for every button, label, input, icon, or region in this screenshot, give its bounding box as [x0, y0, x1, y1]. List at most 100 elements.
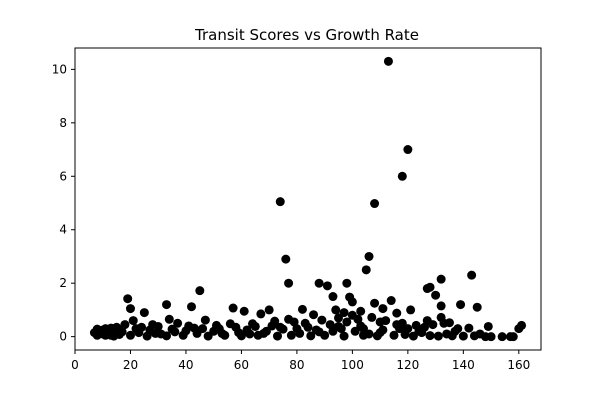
- data-point: [231, 322, 241, 332]
- data-point: [453, 324, 463, 334]
- data-point: [187, 302, 196, 312]
- data-point: [142, 331, 152, 341]
- data-point: [317, 315, 327, 325]
- plot-frame: [74, 47, 542, 351]
- data-point: [447, 331, 457, 341]
- data-point: [403, 145, 413, 155]
- data-point: [306, 331, 316, 341]
- data-point: [428, 320, 438, 330]
- data-point: [356, 306, 366, 316]
- data-point: [267, 321, 277, 331]
- y-tick-label: 2: [59, 276, 67, 290]
- data-point: [375, 328, 385, 338]
- data-point: [120, 320, 130, 330]
- data-point: [275, 197, 285, 207]
- x-tick-label: 60: [234, 358, 249, 372]
- data-point: [281, 254, 291, 264]
- data-point: [125, 330, 135, 340]
- data-point: [297, 304, 307, 314]
- data-point: [364, 251, 374, 261]
- data-point: [458, 331, 468, 341]
- data-point: [139, 308, 149, 318]
- x-tick-label: 80: [289, 358, 304, 372]
- data-point: [370, 298, 380, 308]
- x-tick-label: 20: [123, 358, 138, 372]
- x-tick-label: 140: [452, 358, 475, 372]
- data-point: [275, 322, 285, 332]
- data-point: [259, 328, 269, 338]
- data-point: [150, 328, 160, 338]
- data-point: [361, 265, 371, 275]
- data-point: [353, 314, 363, 324]
- x-tick-label: 120: [396, 358, 419, 372]
- x-tick-label: 40: [178, 358, 193, 372]
- data-point: [514, 324, 524, 334]
- data-point: [334, 321, 344, 331]
- y-tick-label: 8: [59, 116, 67, 130]
- data-point: [189, 323, 199, 333]
- data-point: [483, 321, 493, 331]
- x-tick-label: 0: [71, 358, 79, 372]
- y-axis: 0 2 4 6 8 10: [52, 62, 75, 344]
- x-tick-label: 100: [341, 358, 364, 372]
- data-point: [248, 319, 258, 329]
- data-point: [173, 318, 183, 328]
- data-point: [311, 325, 321, 335]
- data-point: [292, 324, 302, 334]
- data-point: [370, 199, 380, 209]
- x-tick-label: 160: [507, 358, 530, 372]
- data-point: [256, 309, 266, 319]
- data-point: [239, 306, 249, 316]
- data-point: [164, 314, 174, 324]
- data-point: [389, 330, 399, 340]
- data-point: [162, 300, 172, 310]
- data-point: [383, 56, 393, 66]
- data-point: [431, 290, 441, 300]
- data-point: [272, 331, 282, 341]
- data-point: [358, 324, 368, 334]
- data-point: [342, 317, 352, 327]
- data-point: [309, 310, 319, 320]
- data-point: [425, 331, 435, 341]
- data-point: [350, 326, 360, 336]
- data-point: [137, 322, 147, 332]
- data-point: [123, 294, 133, 304]
- data-point: [386, 296, 396, 306]
- data-point: [300, 318, 310, 328]
- data-point: [322, 281, 332, 291]
- data-point: [148, 320, 158, 330]
- x-axis: 0 20 40 60 80 100 120 140 160: [71, 350, 530, 372]
- data-point: [486, 332, 496, 342]
- data-point: [128, 316, 138, 326]
- data-point: [456, 300, 466, 310]
- y-tick-label: 10: [52, 62, 67, 76]
- data-point: [264, 305, 274, 315]
- data-point: [358, 330, 368, 340]
- data-point: [328, 292, 338, 302]
- data-point: [198, 324, 208, 334]
- data-point: [200, 315, 210, 325]
- data-point: [114, 325, 124, 335]
- data-point: [331, 305, 341, 315]
- data-point: [381, 316, 391, 326]
- data-point: [284, 314, 294, 324]
- data-point: [439, 318, 449, 328]
- data-point: [392, 308, 402, 318]
- data-point: [378, 304, 388, 314]
- data-point: [339, 331, 349, 341]
- data-point: [406, 305, 416, 315]
- data-point: [436, 274, 446, 284]
- data-point: [125, 304, 135, 314]
- data-point: [436, 301, 446, 311]
- data-point: [467, 270, 477, 280]
- data-point: [236, 331, 246, 341]
- y-tick-label: 0: [59, 330, 67, 344]
- data-point: [167, 324, 177, 334]
- data-point: [203, 331, 213, 341]
- data-point: [392, 320, 402, 330]
- data-point: [217, 328, 227, 338]
- data-point: [347, 297, 357, 307]
- data-point: [464, 323, 474, 333]
- data-point: [433, 331, 443, 341]
